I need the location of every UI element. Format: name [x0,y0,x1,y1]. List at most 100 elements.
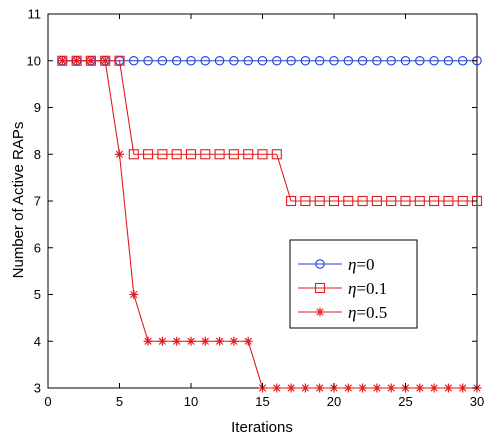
star-stroke [115,150,124,158]
legend-item: η=0.5 [298,303,387,322]
star-stroke [344,384,352,392]
data-point-circle [443,55,454,66]
star-stroke [301,384,310,392]
data-point-star [86,56,96,66]
star-stroke [215,337,224,345]
data-point-circle [200,55,211,66]
x-tick-label: 20 [327,394,341,409]
data-point-square [300,195,311,207]
data-point-circle [415,55,425,66]
legend-symbol: η [348,279,356,298]
data-point-circle [129,55,139,66]
star-stroke [316,308,324,316]
data-point-circle [314,55,325,66]
star-stroke [316,384,324,392]
data-point-circle [186,55,196,66]
star-stroke [72,57,81,65]
data-point-star [157,336,167,346]
data-point-square [386,195,397,207]
data-point-circle [214,55,225,66]
data-point-square [429,195,440,207]
data-point-star [172,336,182,346]
legend-symbol: η [348,255,356,274]
data-point-circle [300,55,311,66]
data-point-star [272,383,282,393]
x-axis: 0 5 10 15 20 25 30 [44,14,484,409]
legend-item: η=0 [298,255,375,274]
data-point-star [286,383,296,393]
data-point-circle [229,55,239,66]
y-tick-label: 7 [34,194,41,209]
star-stroke [430,384,438,392]
y-axis-label: Number of Active RAPs [10,122,27,279]
data-point-square [143,149,154,160]
data-point-square [314,195,325,207]
star-stroke [201,337,209,345]
data-point-circle [329,55,339,66]
data-point-star [386,383,396,393]
data-point-star [57,56,67,66]
data-point-circle [272,55,282,66]
legend-label: η=0.5 [348,303,387,322]
data-point-square [286,195,297,207]
legend-item: η=0.1 [298,279,387,298]
data-point-square [243,149,254,160]
data-point-circle [400,55,411,66]
series-3 [57,56,482,393]
data-point-star [129,290,139,299]
legend-marker-star [315,307,325,317]
data-point-square [414,195,425,207]
data-point-square [185,149,197,160]
data-point-star [200,336,210,346]
legend-value: =0.1 [356,279,387,298]
legend-marker-square [314,282,326,294]
star-stroke [373,384,381,392]
data-point-circle [171,55,182,66]
data-point-star [215,336,225,346]
data-point-star [343,383,353,393]
data-point-square [114,55,125,66]
legend-label: η=0 [348,255,375,274]
data-point-circle [343,55,354,66]
data-point-star [358,383,368,393]
star-stroke [173,337,181,345]
y-tick-label: 3 [34,381,41,396]
x-tick-label: 0 [44,394,51,409]
data-point-star [115,149,124,159]
data-point-circle [357,55,368,66]
star-stroke [158,337,167,345]
star-stroke [273,384,281,392]
star-stroke [459,384,467,392]
y-tick-label: 8 [34,147,41,162]
legend-marker-circle [315,259,325,269]
data-point-star [458,383,468,393]
x-tick-label: 30 [470,394,484,409]
star-stroke [187,337,195,345]
legend-value: =0.5 [356,303,387,322]
data-point-star [72,56,82,66]
data-point-square [343,195,354,207]
legend-symbol: η [348,303,356,322]
y-tick-label: 9 [34,100,41,115]
series-line [62,60,477,202]
data-point-star [186,336,196,346]
y-tick-label: 4 [34,334,41,349]
series-line [62,60,477,389]
data-point-square [157,149,168,160]
plot-area [47,13,483,393]
legend-value: =0 [356,255,374,274]
data-point-square [328,195,340,207]
data-point-square [257,149,268,160]
star-stroke [130,290,138,299]
y-axis: 3 4 5 6 7 8 9 10 11 [27,7,477,396]
data-point-square [443,195,454,207]
data-point-square [214,149,225,160]
star-stroke [358,384,367,392]
data-point-circle [257,55,268,66]
star-stroke [101,57,109,65]
data-point-circle [143,55,153,66]
star-stroke [87,57,95,65]
data-point-circle [386,55,396,66]
y-tick-label: 6 [34,240,41,255]
